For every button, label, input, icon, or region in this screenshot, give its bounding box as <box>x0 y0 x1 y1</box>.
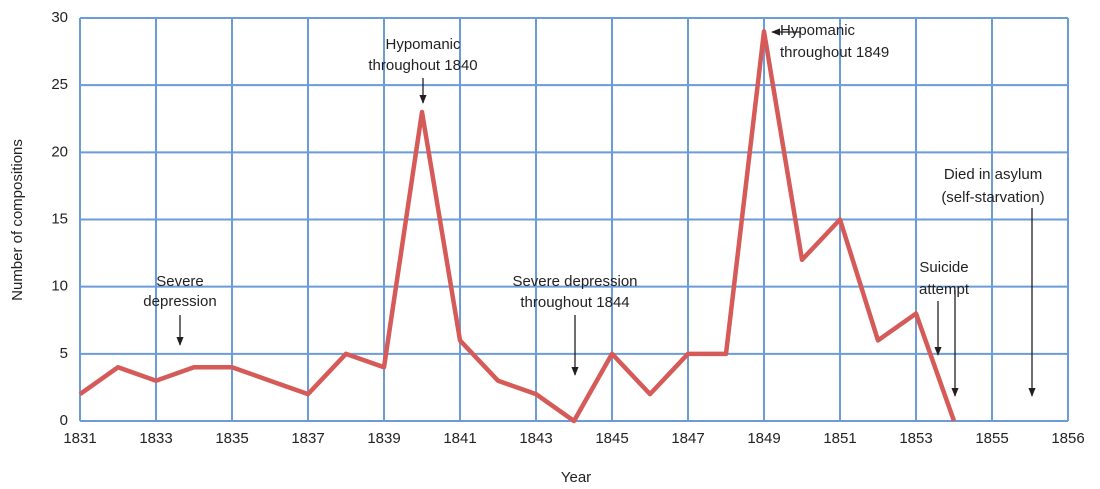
x-tick-label: 1833 <box>139 430 172 447</box>
annotation: Suicide <box>919 259 968 276</box>
y-tick-label: 15 <box>51 210 68 227</box>
x-tick-label: 1839 <box>367 430 400 447</box>
y-tick-label: 5 <box>60 345 68 362</box>
annotation: throughout 1840 <box>368 57 477 74</box>
annotation: attempt <box>919 281 970 298</box>
y-tick-label: 25 <box>51 76 68 93</box>
x-tick-label: 1853 <box>899 430 932 447</box>
annotation: Severe depression <box>512 273 637 290</box>
x-tick-label: 1837 <box>291 430 324 447</box>
x-tick-label: 1845 <box>595 430 628 447</box>
y-tick-label: 0 <box>60 412 68 429</box>
annotation: Severe <box>156 273 204 290</box>
annotation: Hypomanic <box>780 22 856 39</box>
annotation: Hypomanic <box>385 36 461 53</box>
y-tick-label: 10 <box>51 278 68 295</box>
x-tick-label: 1843 <box>519 430 552 447</box>
data-line <box>78 29 957 424</box>
annotation: (self-starvation) <box>941 189 1044 206</box>
annotation: throughout 1849 <box>780 44 889 61</box>
x-tick-label: 1847 <box>671 430 704 447</box>
y-tick-label: 30 <box>51 9 68 26</box>
annotation: Died in asylum <box>944 166 1042 183</box>
x-tick-label: 1855 <box>975 430 1008 447</box>
annotation: throughout 1844 <box>520 294 629 311</box>
x-tick-label: 1831 <box>63 430 96 447</box>
x-tick-label: 1835 <box>215 430 248 447</box>
x-tick-label: 1849 <box>747 430 780 447</box>
annotation: depression <box>143 293 216 310</box>
y-tick-label: 20 <box>51 143 68 160</box>
x-tick-label: 1856 <box>1051 430 1084 447</box>
y-axis-label: Number of compositions <box>9 139 26 301</box>
x-tick-label: 1841 <box>443 430 476 447</box>
x-tick-label: 1851 <box>823 430 856 447</box>
x-axis-label: Year <box>561 469 591 486</box>
